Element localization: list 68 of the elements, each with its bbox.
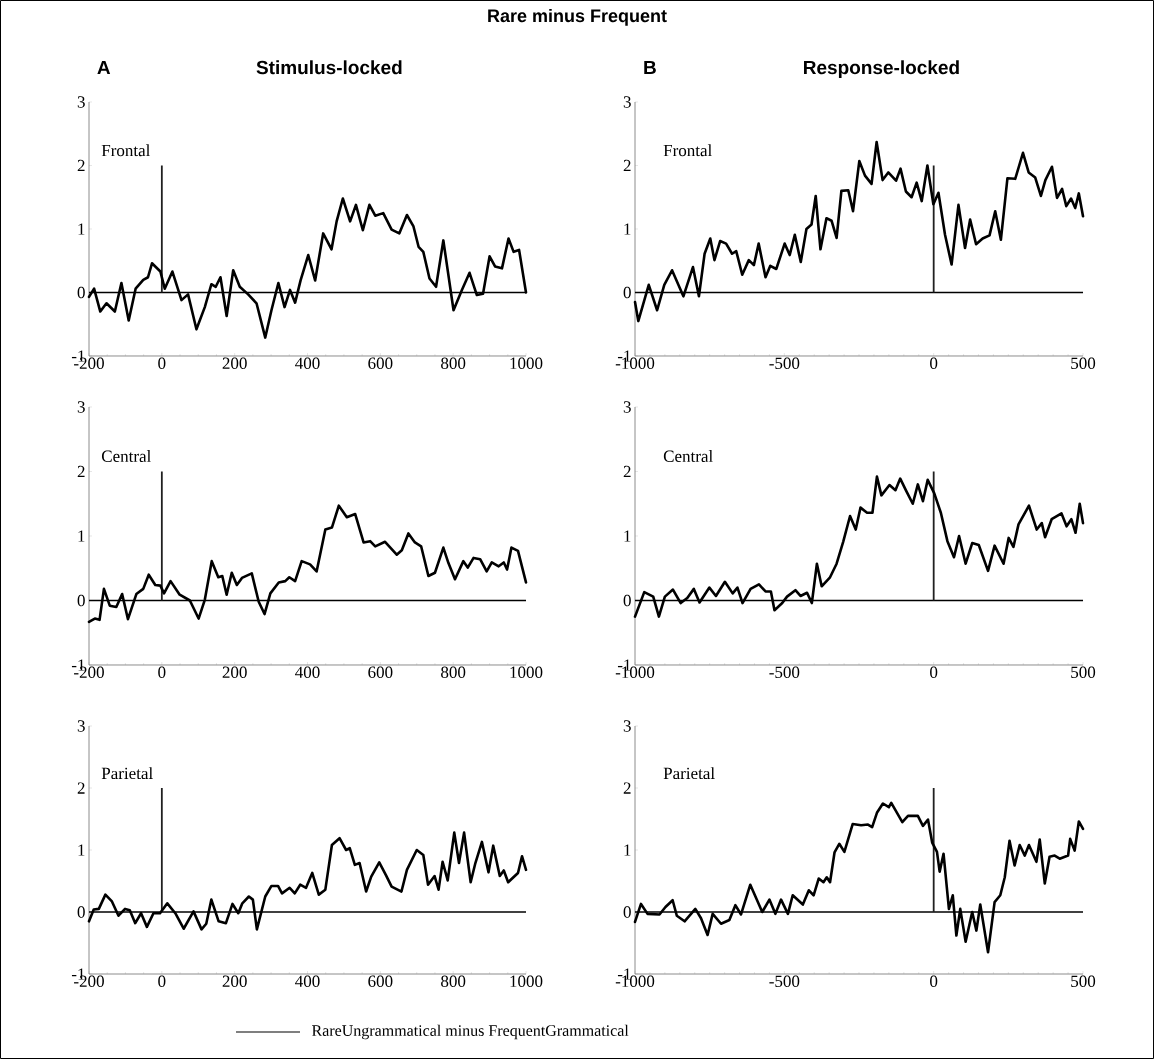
- y-tick-label: 1: [78, 530, 85, 542]
- text: A: [97, 60, 111, 75]
- x-tick-label: 400: [295, 666, 320, 678]
- x-tick-label: 0: [930, 666, 938, 678]
- x-tick-label: 200: [222, 357, 247, 369]
- legend-label: RareUngrammatical minus FrequentGrammatical: [311, 1024, 629, 1040]
- x-tick-label: 600: [368, 975, 393, 987]
- y-tick-label: 0: [623, 594, 631, 607]
- text: Parietal: [101, 767, 153, 780]
- x-tick-label: -500: [769, 357, 800, 369]
- x-tick-label: 0: [158, 666, 166, 678]
- y-tick-label: 3: [623, 720, 631, 732]
- x-tick-label: 500: [1071, 975, 1096, 987]
- y-tick-label: 1: [78, 844, 85, 856]
- text: B: [644, 60, 656, 75]
- x-tick-label: 1000: [510, 666, 543, 678]
- text: Central: [101, 450, 151, 462]
- x-tick-label: 0: [158, 975, 166, 987]
- x-tick-label: 200: [222, 975, 247, 987]
- x-tick-label: -500: [769, 666, 800, 678]
- y-tick-label: 2: [77, 159, 85, 172]
- x-tick-label: 0: [158, 357, 166, 369]
- x-tick-label: -500: [769, 975, 800, 987]
- x-tick-label: 600: [368, 357, 393, 369]
- y-tick-label: 2: [77, 782, 85, 794]
- x-tick-label: 0: [930, 975, 938, 987]
- line-series: [633, 475, 1085, 618]
- x-tick-label: 1000: [510, 975, 543, 987]
- x-tick-label: 800: [441, 357, 466, 369]
- y-tick-label: 3: [623, 401, 631, 413]
- y-tick-label: 0: [77, 594, 85, 607]
- text: Frontal: [663, 144, 712, 157]
- text: Rare minus Frequent: [488, 8, 667, 26]
- x-tick-label: 500: [1071, 666, 1096, 678]
- x-tick-label: 400: [295, 357, 320, 369]
- y-tick-label: 0: [77, 906, 85, 918]
- y-tick-label: 3: [77, 401, 85, 413]
- y-tick-label: 3: [623, 96, 631, 108]
- x-tick-label: 200: [222, 666, 247, 678]
- x-tick-label: 0: [930, 357, 938, 369]
- y-tick-label: 0: [623, 286, 631, 299]
- x-tick-label: 500: [1071, 357, 1096, 369]
- text: Central: [663, 450, 713, 462]
- y-tick-label: 1: [624, 844, 631, 856]
- chart-title: Response-locked: [804, 60, 959, 78]
- y-tick-label: 2: [623, 159, 631, 172]
- y-tick-label: 0: [623, 906, 631, 918]
- x-tick-label: 800: [441, 975, 466, 987]
- y-tick-label: 1: [624, 223, 631, 235]
- y-tick-label: 1: [78, 223, 85, 235]
- y-tick-label: 2: [623, 465, 631, 478]
- x-tick-label: 400: [295, 975, 320, 987]
- chart-title: Stimulus-locked: [256, 60, 402, 75]
- y-tick-label: 1: [624, 530, 631, 542]
- line-series: [87, 504, 528, 624]
- y-tick-label: 3: [77, 720, 85, 732]
- y-tick-label: 0: [77, 286, 85, 299]
- line-series: [633, 801, 1085, 954]
- y-tick-label: 2: [77, 465, 85, 478]
- y-tick-label: 2: [623, 782, 631, 794]
- text: Parietal: [663, 767, 715, 780]
- text: Frontal: [101, 144, 151, 157]
- x-tick-label: 1000: [510, 357, 543, 369]
- x-tick-label: 800: [441, 666, 466, 678]
- line-series: [633, 140, 1085, 323]
- x-tick-label: 600: [368, 666, 393, 678]
- y-tick-label: 3: [77, 96, 85, 108]
- line-series: [87, 831, 528, 931]
